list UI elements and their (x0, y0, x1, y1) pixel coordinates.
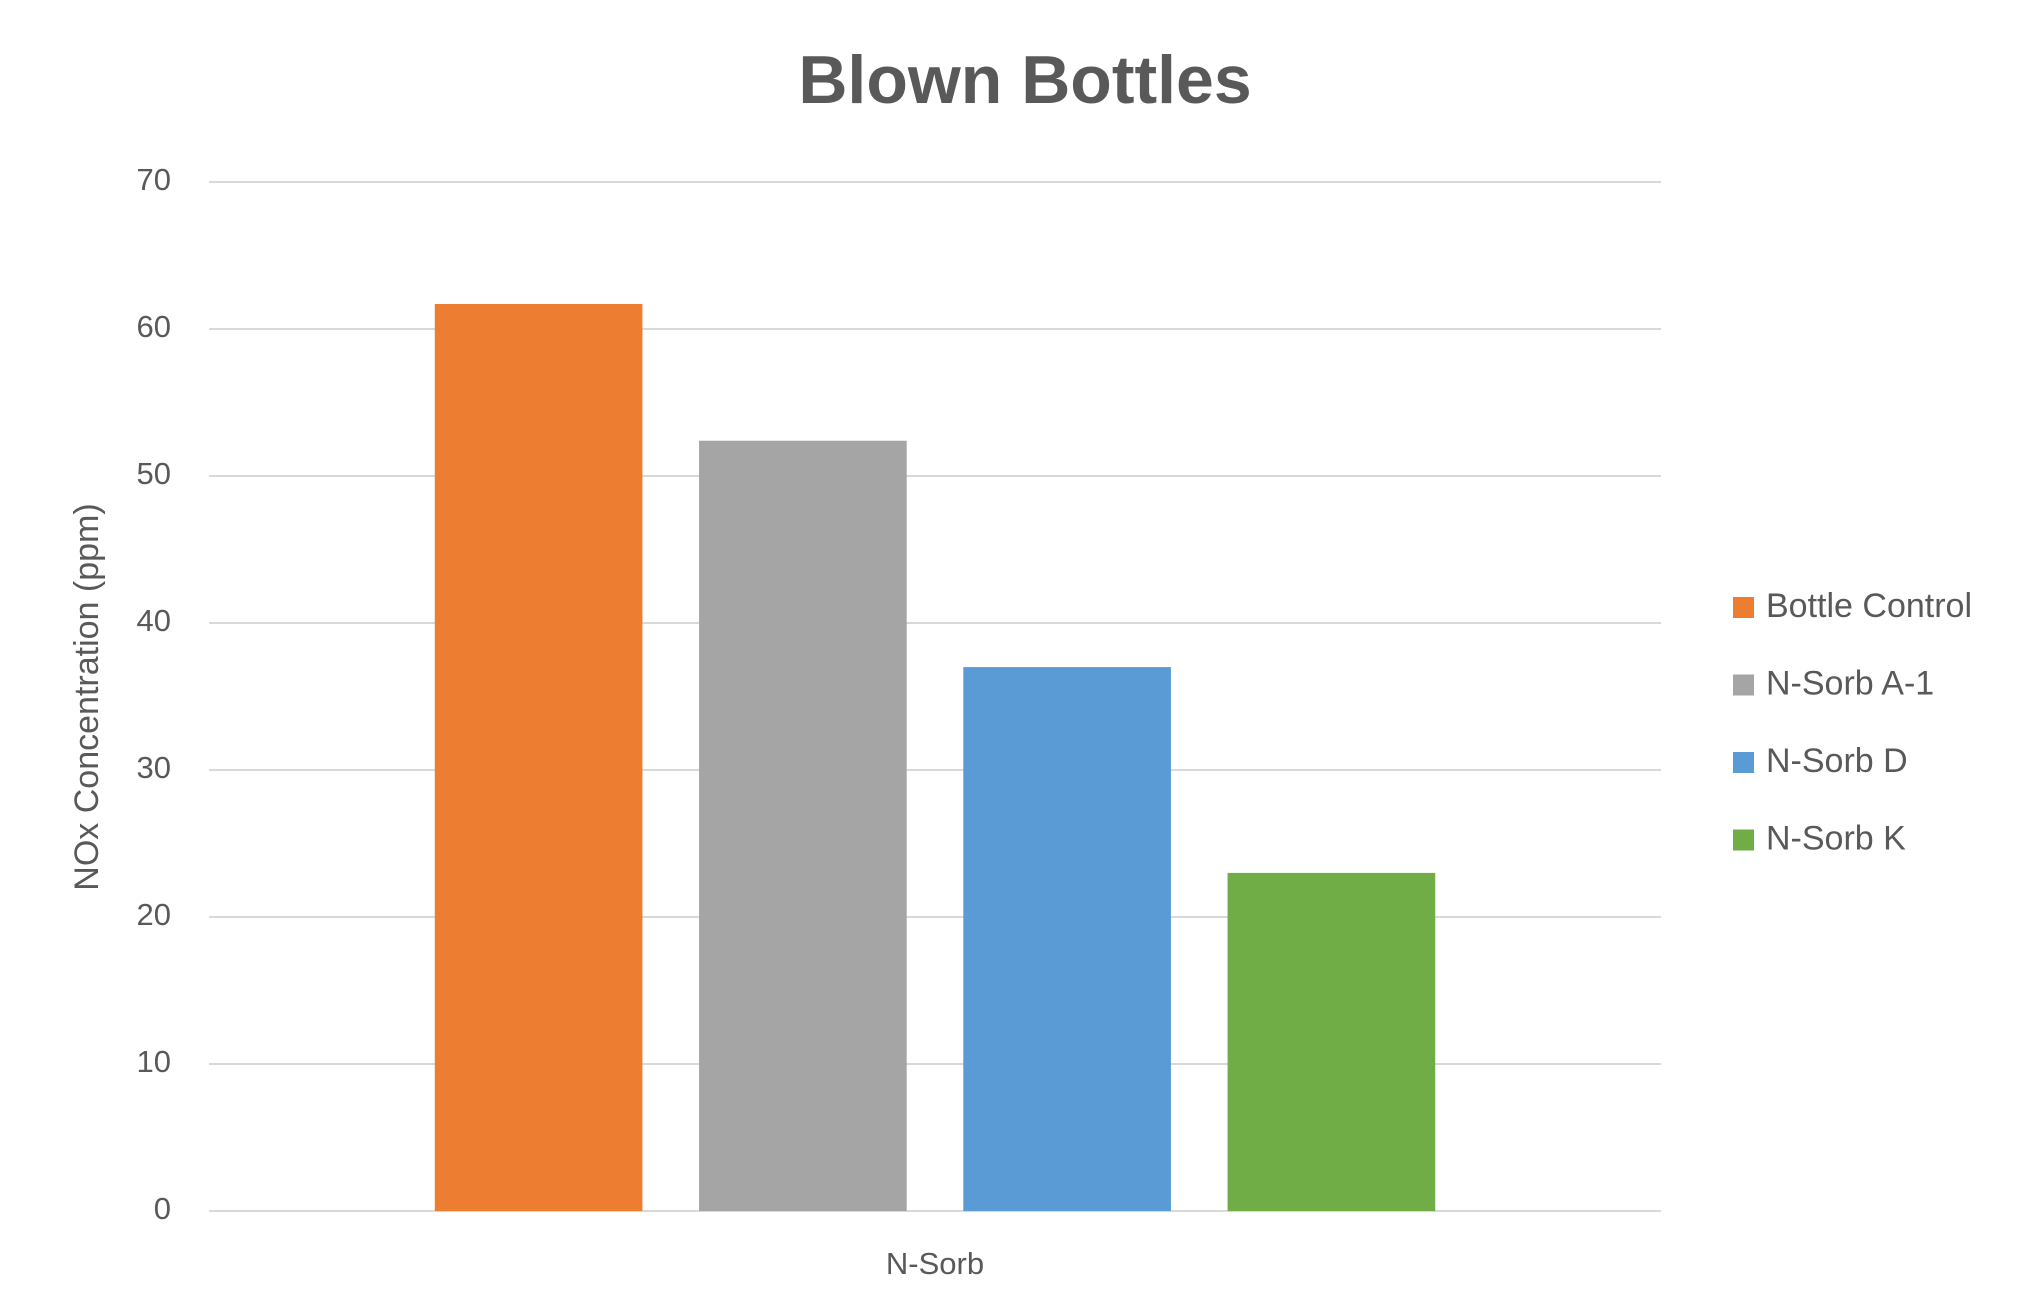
y-tick-label: 60 (137, 309, 171, 344)
y-tick-label: 40 (137, 603, 171, 638)
y-tick-label: 30 (137, 750, 171, 785)
y-axis-label: NOx Concentration (ppm) (68, 503, 106, 890)
bar (963, 667, 1171, 1211)
legend-label: N-Sorb K (1766, 819, 1906, 857)
chart-title: Blown Bottles (798, 42, 1251, 118)
y-tick-label: 0 (154, 1191, 171, 1226)
bar (1227, 872, 1436, 1211)
y-tick-label: 10 (137, 1044, 171, 1079)
legend-swatch (1733, 829, 1754, 851)
y-tick-label: 20 (137, 897, 171, 932)
legend-label: Bottle Control (1766, 587, 1972, 625)
legend-label: N-Sorb A-1 (1766, 664, 1934, 702)
y-tick-label: 70 (137, 162, 171, 197)
legend-swatch (1733, 597, 1754, 618)
bar (434, 304, 643, 1211)
x-tick-label: N-Sorb (886, 1246, 984, 1281)
bar (699, 440, 907, 1212)
legend-swatch (1733, 752, 1754, 773)
y-tick-label: 50 (137, 456, 171, 491)
legend-swatch (1733, 674, 1754, 696)
legend-label: N-Sorb D (1766, 742, 1908, 780)
